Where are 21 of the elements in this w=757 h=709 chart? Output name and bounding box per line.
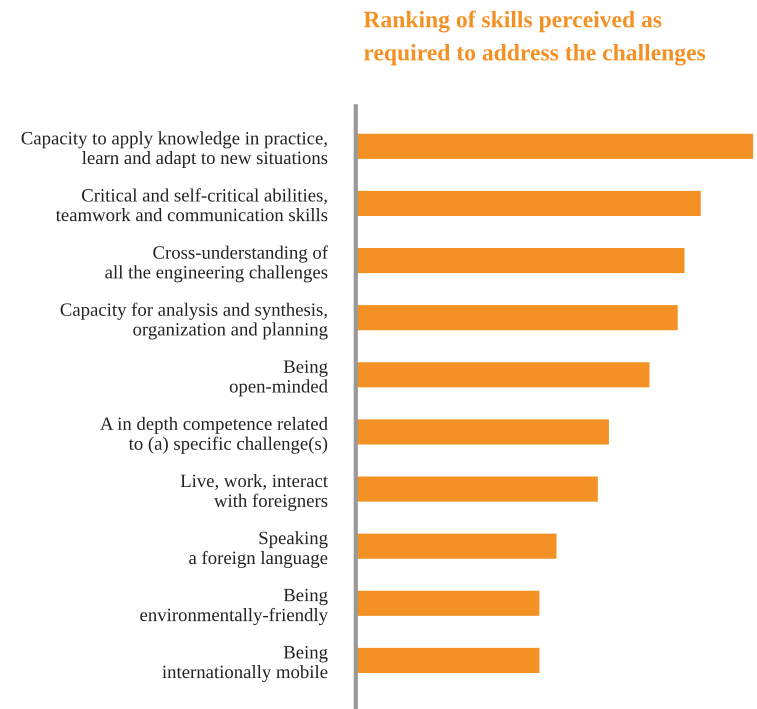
y-tick-label: Being open-minded bbox=[230, 360, 328, 396]
bar bbox=[356, 590, 540, 616]
chart-title: Ranking of skills perceived as required to address the challenges bbox=[364, 10, 706, 66]
bar bbox=[356, 534, 556, 559]
y-tick-label: Capacity for analysis and synthesis, organization and planning bbox=[60, 302, 328, 340]
bar bbox=[356, 248, 684, 274]
bar bbox=[356, 362, 650, 388]
y-tick-label: Speaking a foreign language bbox=[189, 531, 328, 568]
bar bbox=[356, 648, 540, 674]
y-tick-label: Live, work, interact with foreigners bbox=[180, 474, 328, 511]
bar bbox=[356, 134, 754, 159]
bar bbox=[356, 476, 598, 502]
y-tick-label: Being environmentally-friendly bbox=[140, 588, 328, 626]
bar bbox=[356, 190, 701, 216]
bar bbox=[356, 305, 678, 330]
y-tick-label: Cross-understanding of all the engineering challenges bbox=[105, 245, 328, 282]
bar bbox=[356, 419, 609, 445]
y-tick-label: A in depth competence related to (a) specific challenge(s) bbox=[100, 416, 328, 454]
y-tick-label: Critical and self-critical abilities, teamwork and communication skills bbox=[56, 188, 328, 222]
y-tick-label: Capacity to apply knowledge in practice, learn and adapt to new situations bbox=[22, 131, 328, 168]
y-tick-label: Being internationally mobile bbox=[162, 646, 328, 682]
